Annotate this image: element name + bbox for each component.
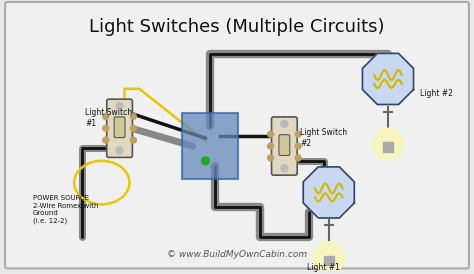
Circle shape [116, 103, 123, 110]
Circle shape [295, 155, 301, 161]
Circle shape [281, 165, 288, 172]
Polygon shape [363, 53, 413, 104]
Text: Light Switch
#1: Light Switch #1 [85, 109, 132, 129]
Text: © www.BuildMyOwnCabin.com: © www.BuildMyOwnCabin.com [167, 250, 307, 259]
Circle shape [313, 242, 345, 273]
Circle shape [372, 128, 404, 160]
FancyBboxPatch shape [182, 113, 238, 179]
Circle shape [201, 157, 210, 165]
FancyBboxPatch shape [383, 142, 393, 152]
Polygon shape [303, 167, 354, 218]
FancyBboxPatch shape [324, 256, 334, 266]
Text: POWER SOURCE
2-Wire Romex with
Ground
(i.e. 12-2): POWER SOURCE 2-Wire Romex with Ground (i… [33, 195, 98, 224]
Circle shape [130, 125, 137, 131]
FancyBboxPatch shape [107, 99, 132, 157]
Circle shape [103, 125, 109, 131]
FancyBboxPatch shape [272, 117, 297, 175]
Circle shape [268, 143, 273, 149]
Circle shape [268, 131, 273, 137]
Text: Light Switch
#2: Light Switch #2 [300, 128, 347, 148]
Circle shape [116, 147, 123, 154]
FancyBboxPatch shape [5, 2, 469, 269]
Circle shape [103, 137, 109, 143]
Circle shape [130, 137, 137, 143]
Text: Light Switches (Multiple Circuits): Light Switches (Multiple Circuits) [89, 18, 385, 36]
Circle shape [103, 113, 109, 119]
FancyBboxPatch shape [114, 117, 125, 138]
Circle shape [268, 155, 273, 161]
Circle shape [281, 120, 288, 127]
Circle shape [295, 143, 301, 149]
Text: Light #2: Light #2 [419, 89, 453, 98]
Circle shape [130, 113, 137, 119]
Circle shape [295, 131, 301, 137]
Text: Light #1: Light #1 [308, 264, 340, 272]
FancyBboxPatch shape [279, 135, 290, 155]
